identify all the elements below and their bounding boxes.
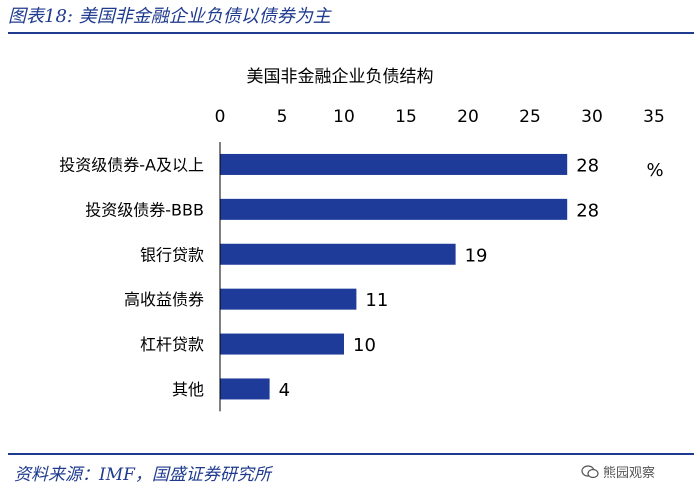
x-tick-label: 10 (333, 107, 355, 127)
watermark-text: 熊园观察 (603, 466, 656, 481)
data-label: 11 (365, 290, 388, 311)
bar (220, 243, 456, 265)
data-label: 19 (465, 245, 488, 266)
data-label: 28 (576, 200, 599, 221)
x-tick-label: 15 (395, 107, 417, 127)
bar (220, 378, 270, 400)
source-note: 资料来源：IMF，国盛证券研究所 (14, 465, 271, 485)
data-label: 4 (279, 380, 290, 401)
category-label: 银行贷款 (140, 245, 204, 264)
bar (220, 153, 568, 175)
category-label: 投资级债券-A及以上 (59, 155, 204, 174)
x-axis-ticks: 0 5 10 15 20 25 30 35 (215, 107, 665, 127)
category-label: 其他 (172, 380, 204, 399)
x-tick-label: 0 (215, 107, 226, 127)
bar-series (220, 153, 568, 400)
footer-divider (8, 453, 694, 455)
category-label: 高收益债券 (124, 290, 204, 309)
wechat-icon (581, 464, 599, 478)
bar (220, 333, 344, 355)
category-label: 杠杆贷款 (140, 335, 204, 354)
data-labels: 28 28 19 11 10 4 (279, 155, 600, 401)
x-tick-label: 25 (519, 107, 541, 127)
watermark: 熊园观察 (581, 462, 655, 481)
x-tick-label: 35 (643, 107, 665, 127)
figure-title: 图表18: 美国非金融企业负债以债券为主 (8, 6, 331, 27)
chart-title: 美国非金融企业负债结构 (247, 67, 434, 87)
data-label: 28 (576, 155, 599, 176)
x-tick-label: 5 (277, 107, 288, 127)
category-label: 投资级债券-BBB (85, 200, 204, 219)
bar (220, 288, 357, 310)
x-tick-label: 20 (457, 107, 479, 127)
data-label: 10 (353, 335, 376, 356)
header-divider (8, 32, 694, 34)
bar (220, 198, 568, 220)
x-tick-label: 30 (581, 107, 603, 127)
unit-label: % (646, 160, 663, 181)
